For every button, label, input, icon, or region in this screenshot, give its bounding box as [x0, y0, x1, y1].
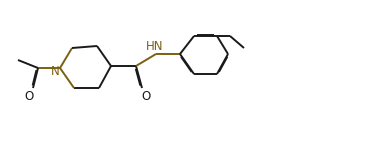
- Text: O: O: [24, 90, 34, 102]
- Text: HN: HN: [146, 40, 164, 54]
- Text: N: N: [50, 64, 59, 78]
- Text: O: O: [141, 90, 151, 102]
